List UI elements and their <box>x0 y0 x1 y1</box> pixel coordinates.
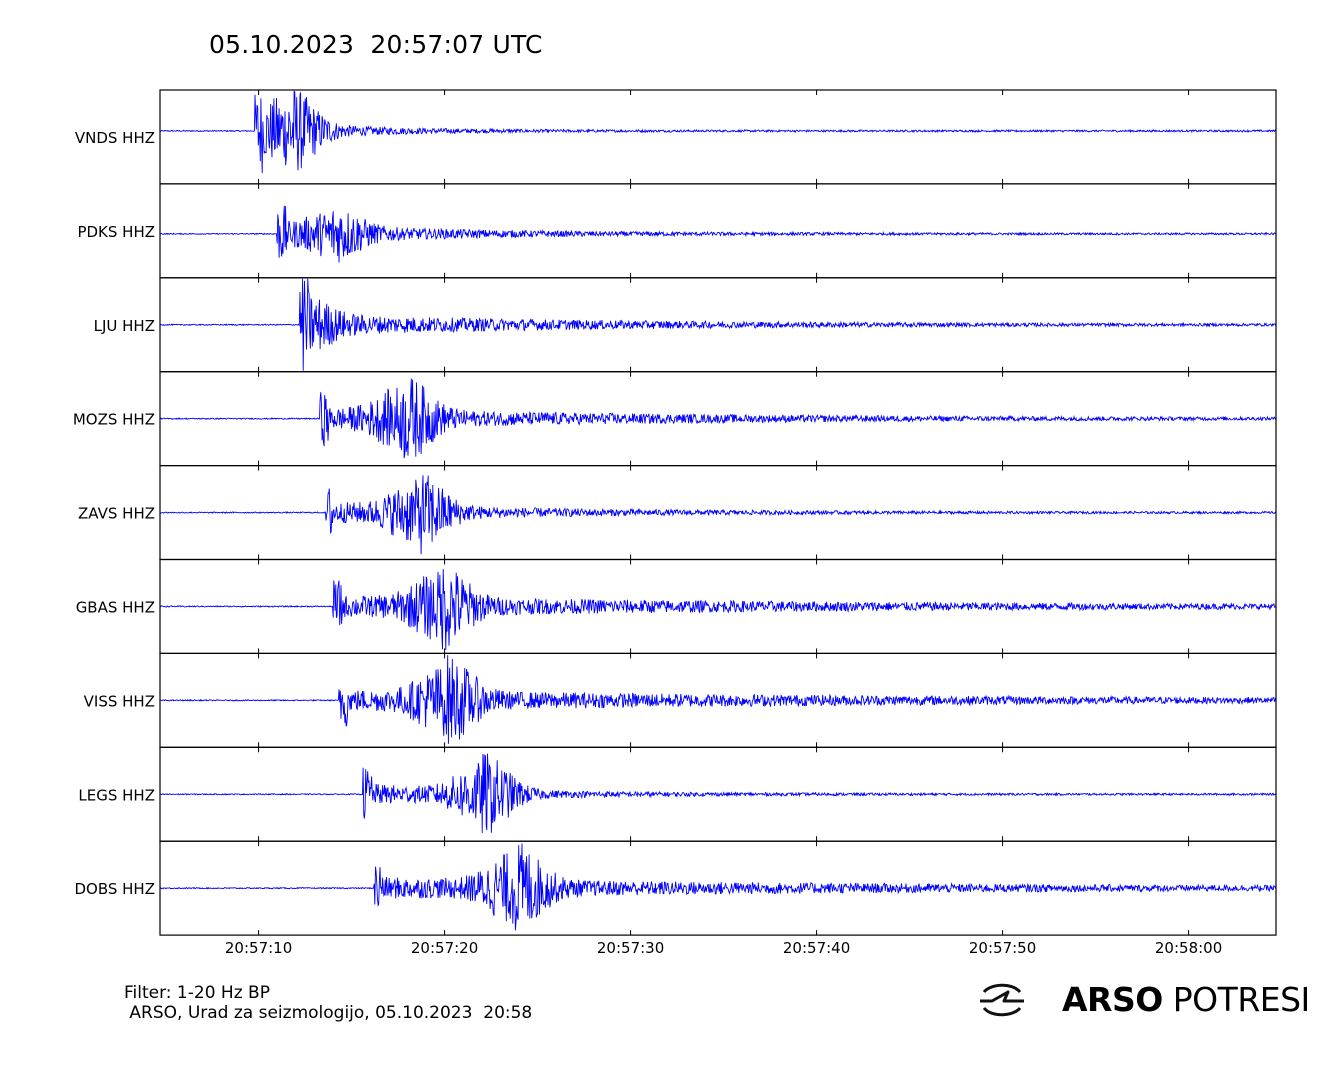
station-label: DOBS HHZ <box>74 880 155 898</box>
station-label: LEGS HHZ <box>78 786 155 804</box>
trace-legs-hhz <box>159 753 1277 834</box>
logo-product: POTRESI <box>1172 980 1311 1019</box>
x-tick-label: 20:57:50 <box>969 939 1036 957</box>
panel-frame <box>159 840 1277 936</box>
x-tick-label: 20:58:00 <box>1155 939 1222 957</box>
station-label: ZAVS HHZ <box>78 505 155 523</box>
plot-title: 05.10.2023 20:57:07 UTC <box>209 30 543 59</box>
credit-note: ARSO, Urad za seizmologijo, 05.10.2023 2… <box>124 1003 533 1023</box>
station-label: VNDS HHZ <box>75 129 155 147</box>
trace-gbas-hhz <box>159 568 1277 651</box>
arso-potresi-logo: ARSO POTRESI <box>978 978 1310 1022</box>
trace-zavs-hhz <box>159 475 1277 555</box>
station-label: VISS HHZ <box>84 692 155 710</box>
trace-vnds-hhz <box>159 90 1277 174</box>
x-tick-label: 20:57:40 <box>783 939 850 957</box>
label-layer: VNDS HHZ PDKS HHZ LJU HHZ MOZS HHZ ZAVS HHZ G… <box>73 129 1222 957</box>
trace-pdks-hhz <box>159 205 1276 263</box>
trace-mozs-hhz <box>159 378 1277 459</box>
x-tick-label: 20:57:20 <box>411 939 478 957</box>
x-tick-label: 20:57:10 <box>225 939 292 957</box>
logo-brand: ARSO <box>1062 980 1163 1019</box>
filter-note: Filter: 1-20 Hz BP <box>124 983 270 1003</box>
x-tick-label: 20:57:30 <box>597 939 664 957</box>
station-label: LJU HHZ <box>94 317 155 335</box>
earthquake-logo-icon <box>980 983 1024 1017</box>
trace-viss-hhz <box>159 655 1277 744</box>
station-label: GBAS HHZ <box>76 598 155 616</box>
trace-dobs-hhz <box>159 843 1277 931</box>
frame-layer <box>159 89 1277 936</box>
trace-layer <box>159 90 1277 931</box>
station-label: MOZS HHZ <box>73 411 155 429</box>
station-label: PDKS HHZ <box>77 223 155 241</box>
trace-lju-hhz <box>159 278 1277 371</box>
logo-text: ARSO POTRESI <box>1062 980 1310 1019</box>
